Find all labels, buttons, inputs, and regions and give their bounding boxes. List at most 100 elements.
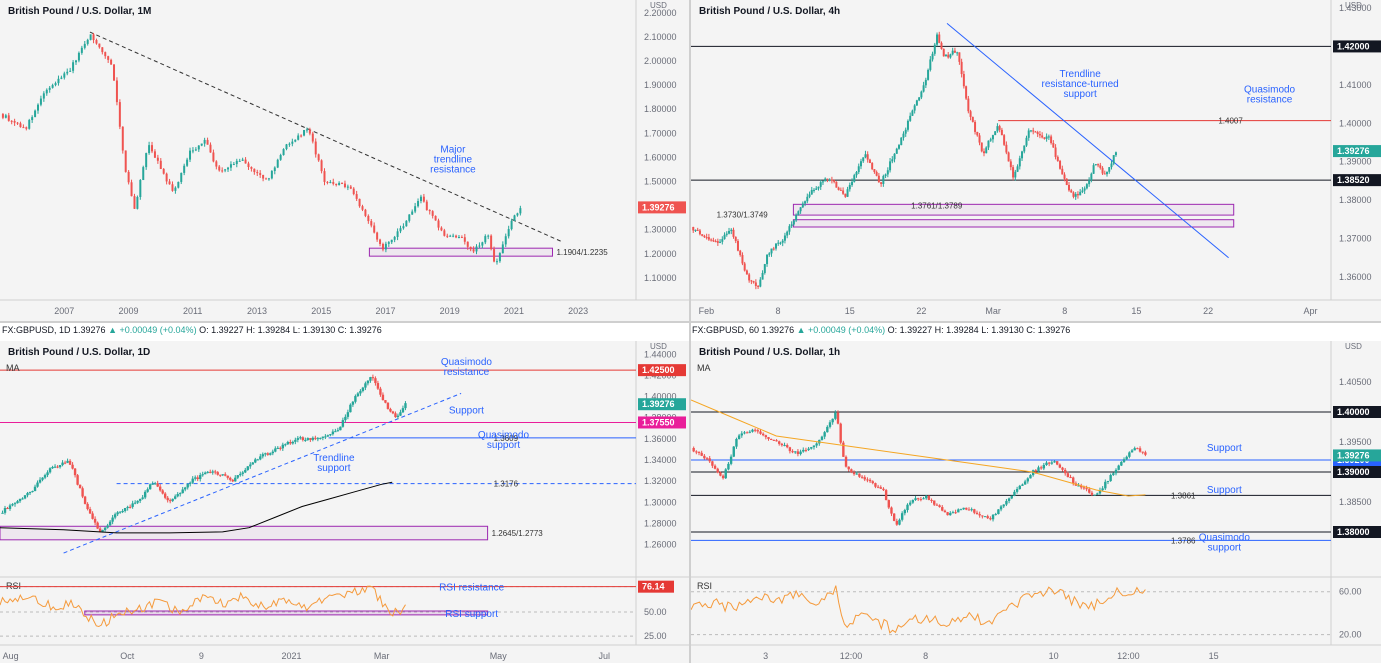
candle-body (973, 509, 976, 513)
candle-body (83, 496, 87, 504)
candle-body (118, 102, 121, 127)
candle-body (908, 502, 912, 505)
candle-body (341, 420, 345, 427)
last-price-label: 1.39276 (642, 202, 675, 212)
candle-body (877, 175, 880, 183)
candle-body (761, 433, 765, 436)
candle-body (271, 451, 275, 454)
candle-body (1009, 161, 1012, 168)
candle-body (115, 80, 118, 103)
candle-body (37, 104, 40, 111)
x-tick-label: 15 (845, 306, 855, 316)
candle-body (481, 242, 484, 246)
chart-panel-monthly[interactable]: 2.20000 2.10000 2.00000 1.90000 1.80000 1.700… (0, 0, 689, 321)
candle-body (490, 235, 493, 250)
chart-panel-h4[interactable]: 1.43000 1.42000 1.41000 1.40000 1.39000 1.380… (691, 0, 1381, 321)
annotation-line: support (317, 463, 351, 474)
candle-body (949, 54, 952, 58)
info-high: H: 1.39284 (934, 325, 979, 335)
candle-body (692, 448, 695, 452)
panel-divider-vertical[interactable] (689, 0, 691, 663)
candle-body (247, 163, 250, 168)
candle-body (1120, 461, 1123, 466)
annotation-line: resistance-turned (1041, 79, 1118, 90)
candle-body (141, 497, 144, 499)
candle-body (98, 528, 102, 532)
candle-body (1122, 459, 1126, 462)
candle-body (16, 122, 19, 124)
candle-body (329, 182, 332, 184)
candle-body (779, 242, 782, 244)
candle-body (229, 477, 232, 480)
candle-body (804, 201, 807, 204)
y-tick-label: 1.44000 (644, 349, 677, 359)
chart-panel-daily[interactable]: 1.440001.420001.400001.380001.360001.340… (0, 341, 689, 663)
candle-body (254, 459, 257, 463)
candle-body (1066, 473, 1070, 478)
candle-body (266, 453, 269, 455)
candle-body (92, 34, 95, 41)
candle-body (1037, 467, 1040, 472)
candle-body (38, 479, 42, 483)
candle-body (721, 239, 724, 242)
candle-body (906, 504, 909, 511)
rsi-support-zone (84, 610, 489, 616)
candle-body (174, 187, 177, 191)
candle-body (791, 451, 794, 453)
candle-body (959, 509, 963, 511)
candle-body (361, 387, 365, 391)
candle-body (1061, 168, 1064, 175)
candle-body (191, 150, 194, 152)
candle-body (107, 56, 110, 60)
candle-body (927, 495, 931, 500)
candle-body (756, 430, 760, 432)
candle-body (875, 171, 878, 176)
candle-body (156, 157, 159, 161)
price-axis-tag (1333, 40, 1381, 53)
candle-body (25, 127, 28, 129)
candle-body (694, 229, 697, 231)
candle-body (987, 140, 990, 148)
candle-body (118, 511, 122, 513)
candle-body (796, 451, 800, 455)
candle-body (732, 229, 735, 237)
y-axis-unit: USD (650, 342, 667, 351)
annotation-line: Quasimodo (441, 357, 493, 368)
candle-body (710, 239, 713, 241)
candle-body (1103, 173, 1106, 175)
candle-body (63, 73, 66, 78)
candle-body (300, 135, 303, 137)
candle-body (21, 498, 24, 500)
candle-body (999, 506, 1003, 510)
candle-body (745, 432, 749, 434)
candle-body (296, 438, 300, 440)
candle-body (402, 226, 405, 229)
candle-body (920, 91, 923, 98)
panel-divider-horizontal[interactable] (0, 321, 1381, 323)
price-axis-tag-label: 1.40000 (1337, 407, 1370, 417)
rsi-tick-label: 60.00 (1339, 587, 1362, 597)
candle-body (113, 64, 116, 81)
candle-body (1047, 462, 1051, 464)
y-tick-label: 1.38000 (1339, 195, 1372, 205)
candle-body (1106, 480, 1110, 482)
candle-body (156, 483, 159, 487)
chart-panel-h1[interactable]: 1.40500 1.40000 1.39500 1.39000 1.38500 1.380… (691, 341, 1381, 663)
candle-body (879, 487, 882, 489)
candle-body (238, 160, 241, 162)
candle-body (1085, 488, 1088, 490)
candle-body (842, 442, 845, 457)
candle-body (810, 447, 813, 449)
candle-body (404, 403, 407, 409)
candle-body (179, 493, 182, 495)
candle-body (194, 149, 197, 151)
candle-body (900, 513, 904, 520)
candle-body (835, 181, 838, 188)
info-low: L: 1.39130 (981, 325, 1024, 335)
annotation-label: Support (1207, 485, 1242, 496)
candle-body (788, 447, 792, 452)
candle-body (1047, 136, 1050, 138)
x-tick-label: 2017 (375, 306, 395, 316)
candle-body (344, 416, 347, 421)
candle-body (106, 525, 109, 528)
